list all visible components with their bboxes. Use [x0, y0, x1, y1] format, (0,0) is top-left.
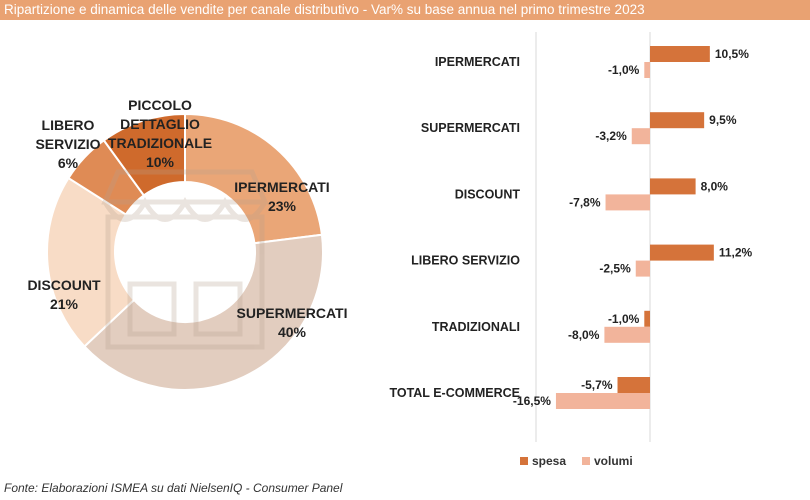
category-label: TOTAL E-COMMERCE	[389, 386, 520, 400]
bar-volumi-total-e-commerce	[555, 393, 650, 409]
bar-volumi-discount	[605, 194, 650, 211]
value-label-spesa: 10,5%	[715, 47, 749, 61]
donut-label-supermercati: SUPERMERCATI 40%	[237, 305, 348, 340]
donut-slice-supermercati	[82, 233, 324, 391]
bar-spesa-supermercati	[650, 112, 705, 129]
value-label-volumi: -16,5%	[513, 394, 551, 408]
donut-slice-ipermercati	[184, 112, 324, 245]
category-label: SUPERMERCATI	[421, 121, 520, 135]
category-label: IPERMERCATI	[435, 55, 520, 69]
donut-slice-piccolo-dettaglio-tradizionale	[102, 112, 186, 197]
donut-label-piccolo-dettaglio-tradizionale: PICCOLO DETTAGLIO TRADIZIONALE 10%	[108, 97, 212, 170]
value-label-volumi: -3,2%	[595, 129, 627, 143]
value-label-spesa: 11,2%	[719, 246, 753, 260]
donut-label-discount: DISCOUNT 21%	[27, 277, 101, 312]
bar-volumi-ipermercati	[644, 62, 650, 78]
category-label: LIBERO SERVIZIO	[411, 254, 520, 268]
legend-swatch-volumi	[582, 457, 590, 465]
source-note: Fonte: Elaborazioni ISMEA su dati Nielse…	[4, 481, 343, 495]
legend-swatch-spesa	[520, 457, 528, 465]
bar-volumi-libero-servizio	[635, 260, 650, 277]
bar-spesa-tradizionali	[644, 310, 650, 327]
bar-spesa-discount	[650, 178, 696, 195]
legend-label-spesa: spesa	[532, 454, 566, 468]
value-label-volumi: -8,0%	[568, 328, 600, 342]
legend-label-volumi: volumi	[594, 454, 633, 468]
bar-volumi-supermercati	[631, 128, 650, 145]
donut-chart: IPERMERCATI 23% SUPERMERCATI 40% DISCOUNT 21%…	[27, 97, 348, 391]
legend: spesa volumi	[520, 454, 633, 468]
bar-spesa-ipermercati	[650, 46, 710, 62]
category-label: DISCOUNT	[455, 187, 521, 201]
donut-label-libero-servizio: LIBERO SERVIZIO 6%	[35, 117, 100, 171]
bar-spesa-libero-servizio	[650, 244, 714, 261]
donut-slice-discount	[46, 176, 136, 348]
value-label-spesa: 9,5%	[709, 113, 737, 127]
value-label-spesa: -1,0%	[608, 312, 640, 326]
value-label-volumi: -1,0%	[608, 63, 640, 77]
value-label-spesa: -5,7%	[581, 378, 613, 392]
category-label: TRADIZIONALI	[432, 320, 520, 334]
value-label-volumi: -2,5%	[599, 262, 631, 276]
bar-spesa-total-e-commerce	[617, 377, 650, 393]
chart-title: Ripartizione e dinamica delle vendite pe…	[0, 0, 810, 20]
value-label-volumi: -7,8%	[569, 195, 601, 209]
donut-label-ipermercati: IPERMERCATI 23%	[234, 179, 329, 214]
bar-chart: IPERMERCATI SUPERMERCATI DISCOUNT LIBERO SE…	[389, 32, 753, 468]
store-watermark-icon	[101, 169, 269, 350]
value-label-spesa: 8,0%	[701, 179, 729, 193]
bar-volumi-tradizionali	[604, 326, 650, 343]
